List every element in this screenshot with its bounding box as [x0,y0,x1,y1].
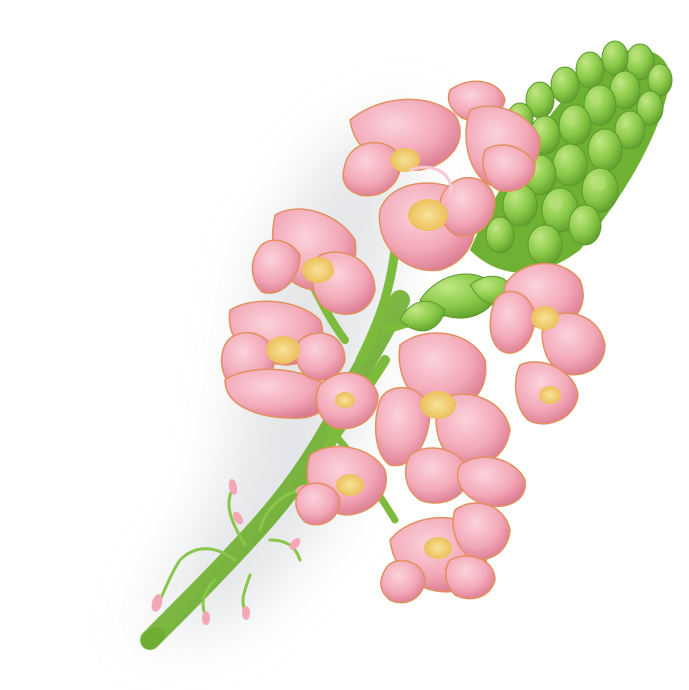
flower-lower-right [456,456,526,508]
flower-upper-right [447,80,541,192]
flower-center [374,332,511,504]
flower-bottom [380,502,511,604]
bud-cluster [470,40,673,273]
flower-top [342,98,496,272]
sepals [399,273,516,332]
flower-lower-left [295,445,388,526]
stamen-tips [151,479,311,625]
flower-left [251,208,376,315]
tendrils [158,488,302,617]
flower-small-center [315,371,379,430]
flower-left-lower [220,300,346,419]
flower-right [489,262,606,425]
flowers [220,80,606,604]
